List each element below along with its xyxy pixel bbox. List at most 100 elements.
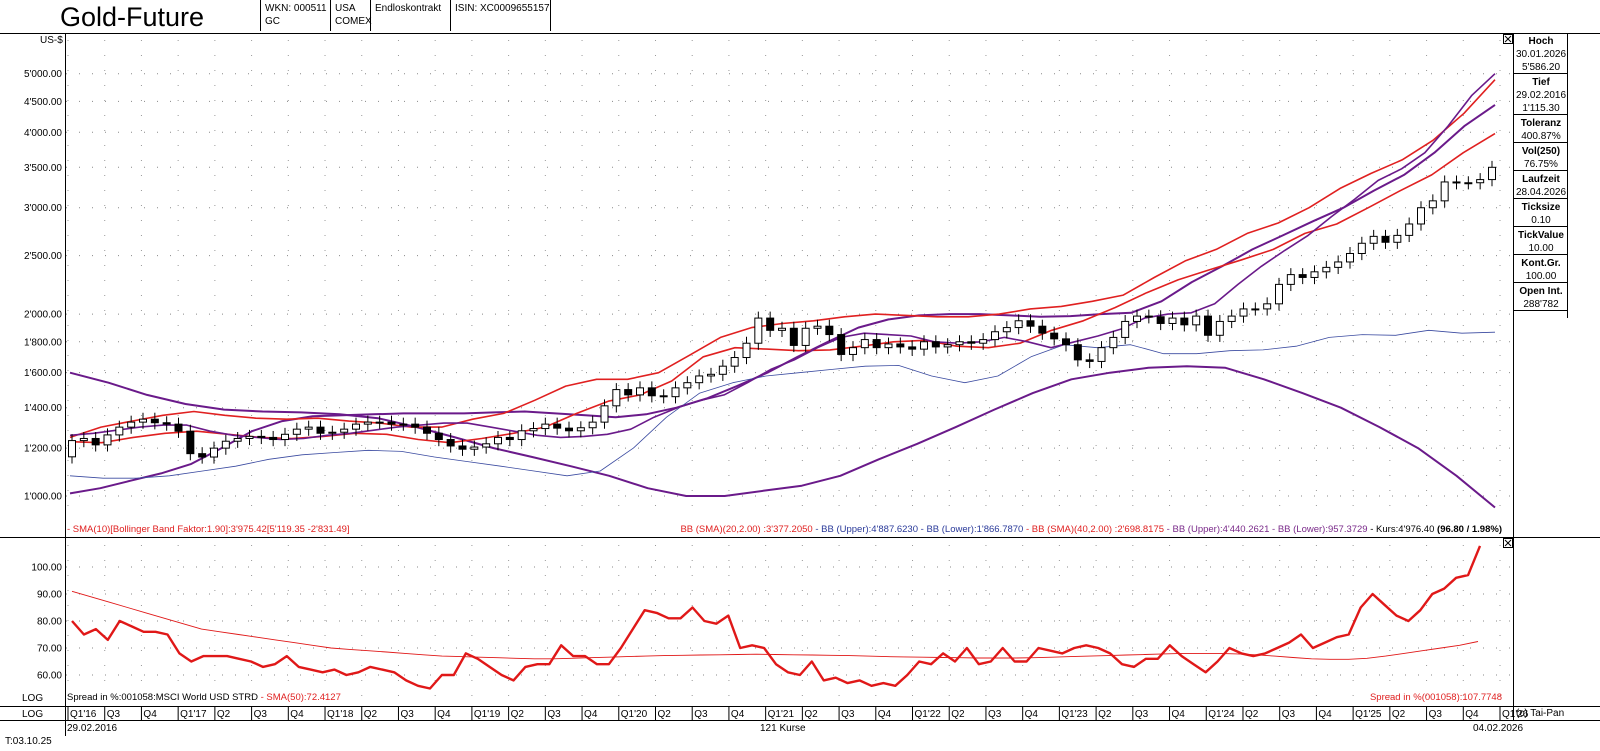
- candle: [849, 341, 857, 362]
- candle: [482, 437, 491, 454]
- y-tick-label: 100.00: [31, 563, 62, 574]
- x-tick-label: Q4: [1318, 709, 1332, 720]
- candle: [174, 417, 183, 438]
- candle: [257, 429, 266, 445]
- y-tick-label: 2'000.00: [24, 310, 62, 321]
- candle: [1073, 338, 1082, 367]
- close-icon[interactable]: [1503, 34, 1513, 44]
- upper-grid: [66, 40, 1513, 520]
- candle: [423, 420, 431, 440]
- candle: [1440, 175, 1449, 208]
- x-tick-label: Q4: [584, 709, 598, 720]
- candle: [1109, 330, 1118, 355]
- x-tick-label: Q3: [547, 709, 561, 720]
- candle: [730, 351, 739, 373]
- count-label: 121 Kurse: [760, 723, 806, 734]
- candle: [1476, 173, 1485, 190]
- spread-legend: Spread in %:001058:MSCI World USD STRD -…: [67, 692, 341, 704]
- candle: [576, 421, 585, 438]
- candle: [1346, 247, 1354, 269]
- y-tick-label: 1'400.00: [24, 403, 62, 414]
- candle: [1204, 309, 1212, 342]
- spread-sma-line: [71, 590, 1479, 660]
- candle: [1452, 175, 1461, 190]
- side-value: 10.00: [1528, 243, 1554, 254]
- symbol-label: GC: [265, 16, 280, 27]
- candle: [659, 389, 668, 404]
- candle: [529, 422, 538, 438]
- side-value: 0.10: [1531, 215, 1551, 226]
- candle: [517, 424, 526, 447]
- copyright-label: (c) Tai-Pan: [1516, 708, 1565, 719]
- isin-label: ISIN: XC0009655157: [455, 3, 550, 14]
- y-tick-label: 3'500.00: [24, 163, 62, 174]
- candle: [233, 431, 242, 448]
- timestamp-label: T:03.10.25: [5, 736, 52, 747]
- side-value: 100.00: [1525, 271, 1557, 282]
- x-tick-label: Q3: [988, 709, 1002, 720]
- side-label: Kont.Gr.: [1521, 258, 1561, 269]
- candle: [860, 333, 869, 355]
- candle: [1121, 314, 1130, 345]
- candle: [1263, 297, 1272, 316]
- x-tick-label: Q4: [437, 709, 451, 720]
- header: Gold-Future WKN: 000511 GC USA COMEX End…: [0, 0, 1600, 33]
- candle: [671, 381, 680, 404]
- candle: [1381, 229, 1390, 249]
- candle: [1085, 353, 1094, 369]
- candle: [801, 321, 810, 353]
- spread-legend-label: Spread in %:001058:MSCI World USD STRD: [67, 692, 258, 703]
- currency-label: US-$: [40, 35, 63, 46]
- candle: [955, 335, 964, 352]
- x-tick-labels: Q1'16 Q3 Q4 Q1'17 Q2 Q3 Q4 Q1'18 Q2 Q3 Q4 Q1'19 Q2 Q3…: [67, 707, 1529, 720]
- candle: [505, 430, 514, 447]
- candle: [1239, 302, 1248, 323]
- x-tick-label: Q3: [1429, 709, 1443, 720]
- x-tick-label: Q4: [290, 709, 304, 720]
- lower-series-layer: [71, 545, 1482, 690]
- side-panel-separators: [1513, 73, 1567, 311]
- candle: [1156, 310, 1165, 331]
- y-tick-label: 4'000.00: [24, 128, 62, 139]
- bb20-upper-line: [69, 79, 1496, 439]
- candle: [1464, 176, 1473, 190]
- candle: [1310, 265, 1319, 285]
- candle: [91, 431, 100, 452]
- candle: [1417, 201, 1425, 231]
- x-tick-label: Q4: [1025, 709, 1039, 720]
- side-label: Hoch: [1528, 36, 1554, 47]
- side-label: Open Int.: [1519, 286, 1563, 297]
- x-tick-label: Q4: [878, 709, 892, 720]
- x-tick-label: Q1'25: [1355, 709, 1382, 720]
- candle: [210, 441, 218, 464]
- x-tick-label: Q1'16: [70, 709, 97, 720]
- candle: [221, 434, 230, 455]
- candle: [458, 439, 467, 456]
- x-tick-label: Q1'18: [327, 709, 354, 720]
- x-tick-label: Q2: [1245, 709, 1259, 720]
- candle: [967, 335, 976, 350]
- side-label: Vol(250): [1521, 146, 1561, 157]
- exchange-label: COMEX: [335, 16, 372, 27]
- side-value: 28.04.2026: [1516, 187, 1567, 198]
- candle: [1014, 314, 1023, 335]
- candle: [624, 383, 633, 402]
- candle: [647, 381, 656, 403]
- candle: [1192, 309, 1201, 332]
- y-tick-label: 1'200.00: [24, 444, 62, 455]
- y-tick-label: 80.00: [37, 617, 62, 628]
- candle: [304, 420, 313, 436]
- candle: [766, 311, 775, 337]
- y-tick-label: 1'600.00: [24, 368, 62, 379]
- candle: [825, 319, 834, 342]
- y-tick-label: 1'000.00: [24, 491, 62, 502]
- x-tick-label: Q3: [254, 709, 268, 720]
- x-tick-label: Q4: [1465, 709, 1479, 720]
- candle: [198, 447, 207, 464]
- exchange-cell: USA COMEX: [330, 0, 372, 31]
- x-tick-label: Q4: [143, 709, 157, 720]
- candle: [1062, 332, 1070, 352]
- candle: [103, 428, 112, 452]
- close-icon[interactable]: [1503, 538, 1513, 548]
- candle: [943, 338, 952, 354]
